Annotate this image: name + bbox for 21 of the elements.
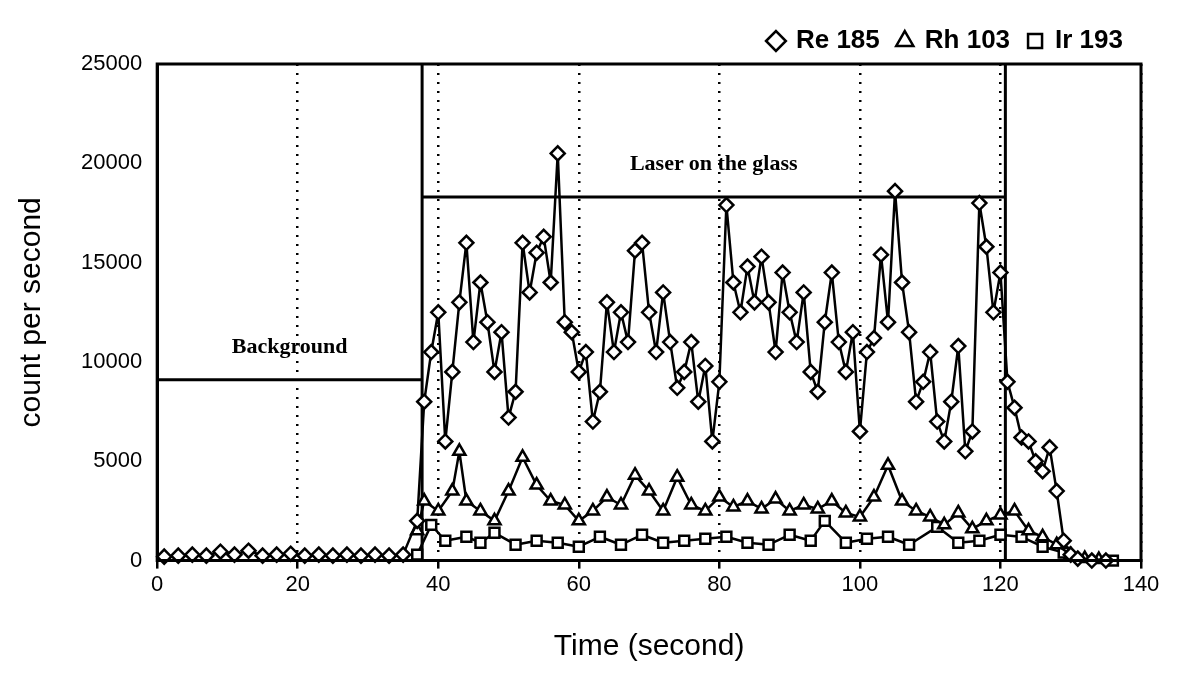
y-tick-label: 20000: [80, 149, 143, 175]
x-tick-label: 40: [426, 570, 451, 596]
x-tick-label: 100: [841, 570, 879, 596]
x-tick-label: 0: [151, 570, 164, 596]
x-axis-title: Time (second): [553, 628, 745, 662]
x-tick-label: 20: [285, 570, 310, 596]
x-tick-label: 80: [707, 570, 732, 596]
ref-line-label: Background: [231, 332, 348, 358]
y-tick-label: 15000: [80, 248, 143, 274]
ref-line-label: Laser on the glass: [629, 149, 799, 175]
x-tick-label: 120: [982, 570, 1019, 596]
y-tick-label: 0: [129, 546, 143, 572]
y-tick-label: 10000: [80, 348, 143, 374]
x-tick-label: 140: [1122, 570, 1160, 596]
legend-label: Rh 103: [924, 24, 1011, 55]
x-tick-label: 60: [566, 570, 592, 596]
y-tick-label: 5000: [93, 447, 143, 473]
y-tick-label: 25000: [80, 50, 143, 76]
legend-label: Ir 193: [1055, 24, 1124, 55]
y-axis-title: count per second: [13, 197, 47, 428]
legend-label: Re 185: [795, 24, 880, 55]
